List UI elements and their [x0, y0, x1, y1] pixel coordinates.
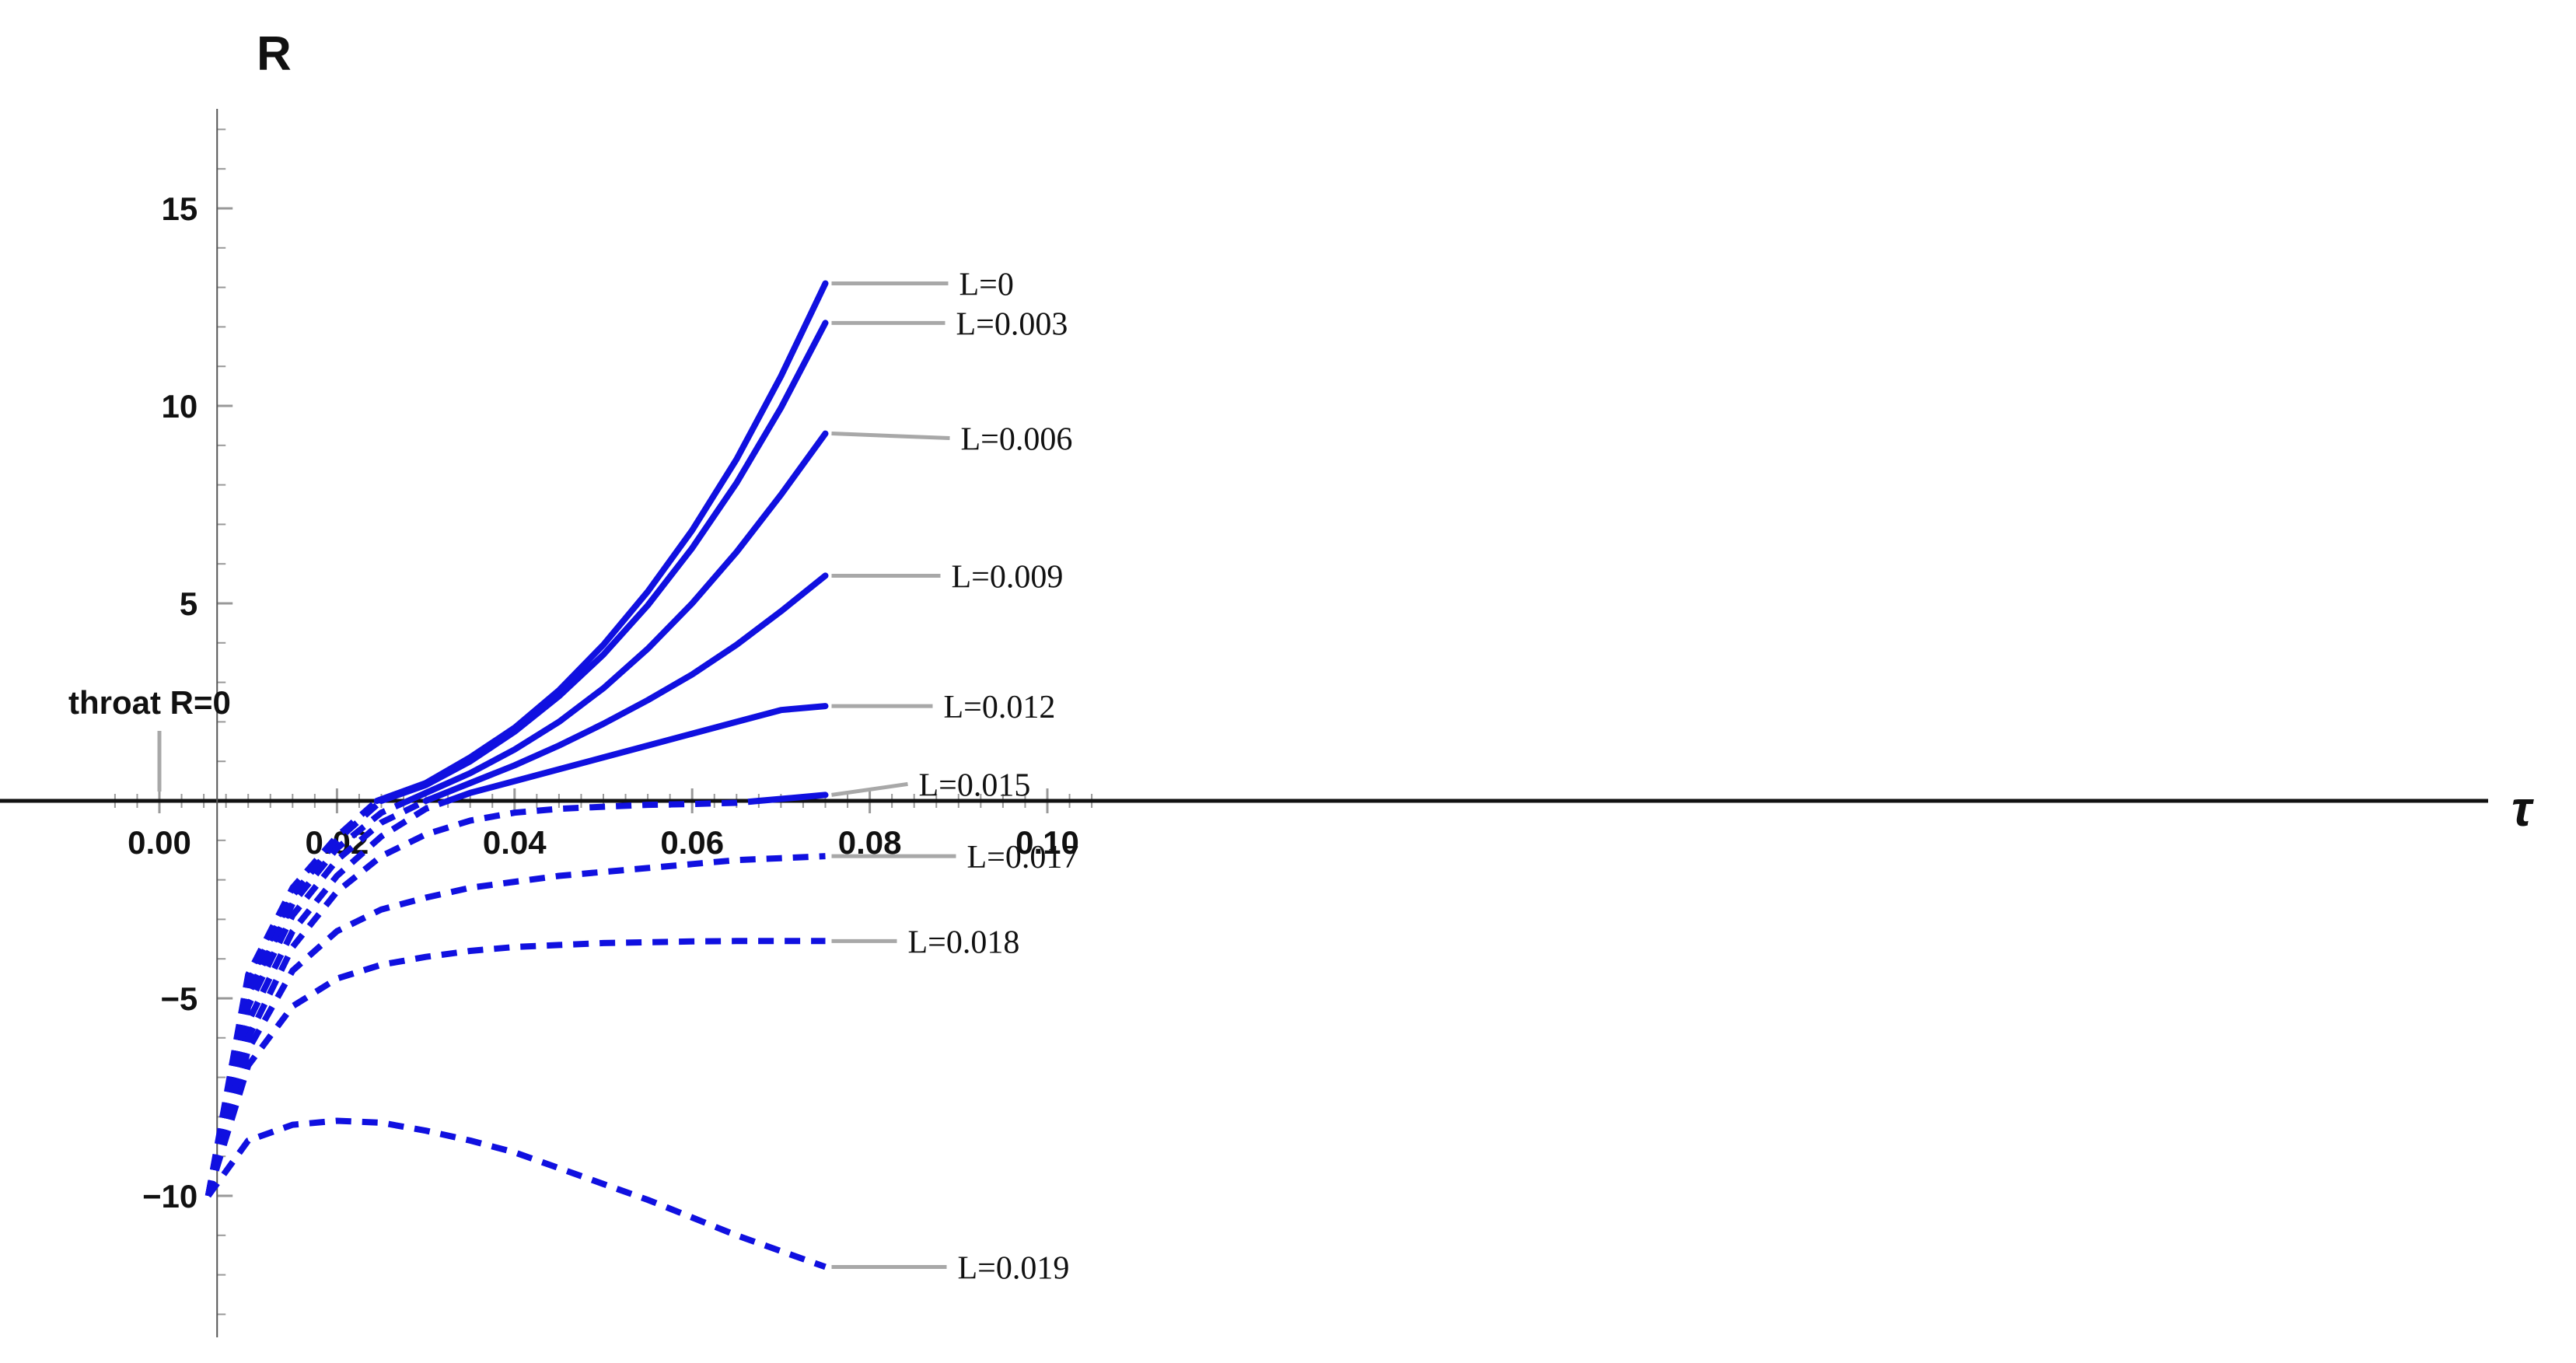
y-tick-label: 10 — [162, 388, 198, 425]
curve-label: L=0.003 — [956, 306, 1068, 342]
series-8 — [204, 938, 826, 1197]
series-2 — [204, 320, 829, 1197]
curve-label: L=0.012 — [944, 690, 1056, 725]
x-axis-title: τ — [2511, 781, 2534, 837]
throat-annotation: throat R=0 — [68, 684, 231, 721]
y-tick-label: −10 — [142, 1178, 197, 1214]
series-1 — [204, 280, 829, 1197]
series-layer — [204, 280, 829, 1270]
leader-layer — [831, 281, 956, 1269]
series-dashed-line — [204, 853, 826, 1197]
x-tick-label: 0.06 — [660, 824, 724, 861]
series-dashed-line — [204, 798, 449, 1197]
curve-label: L=0.015 — [919, 767, 1031, 803]
x-tick-label: 0.04 — [483, 824, 547, 861]
curve-label: L=0.019 — [958, 1250, 1070, 1286]
curve-label: L=0.017 — [967, 840, 1079, 875]
series-dashed-line — [204, 938, 826, 1197]
series-solid-line — [445, 703, 829, 804]
curve-label: L=0.006 — [961, 422, 1073, 458]
series-solid-line — [378, 320, 829, 804]
axes — [0, 109, 2488, 1337]
series-7 — [204, 853, 826, 1197]
x-tick-label: 0.00 — [128, 824, 191, 861]
curve-label: L=0 — [959, 267, 1014, 303]
y-tick-label: 15 — [162, 190, 198, 227]
y-tick-labels: 15 10 5 −5 −10 — [142, 190, 197, 1214]
x-tick-label: 0.10 — [1015, 824, 1079, 861]
y-tick-label: −5 — [160, 980, 197, 1017]
curve-label-leader — [831, 781, 908, 797]
series-solid-line — [422, 572, 829, 804]
series-dashed-line — [205, 1117, 827, 1270]
series-9 — [205, 1117, 827, 1270]
y-axis-title: R — [257, 27, 292, 81]
curve-label: L=0.009 — [952, 559, 1064, 595]
series-6 — [204, 792, 829, 1197]
series-solid-line — [755, 792, 829, 804]
series-dashed-line — [204, 798, 760, 1197]
curve-label-leader — [831, 432, 950, 441]
curve-label: L=0.018 — [908, 924, 1020, 960]
series-5 — [204, 703, 829, 1197]
series-solid-line — [404, 430, 829, 804]
y-tick-label: 5 — [180, 585, 197, 622]
curve-label-layer: L=0L=0.003 L=0.006 L=0.009 L=0.012 L=0.015 L=… — [908, 267, 1079, 1287]
